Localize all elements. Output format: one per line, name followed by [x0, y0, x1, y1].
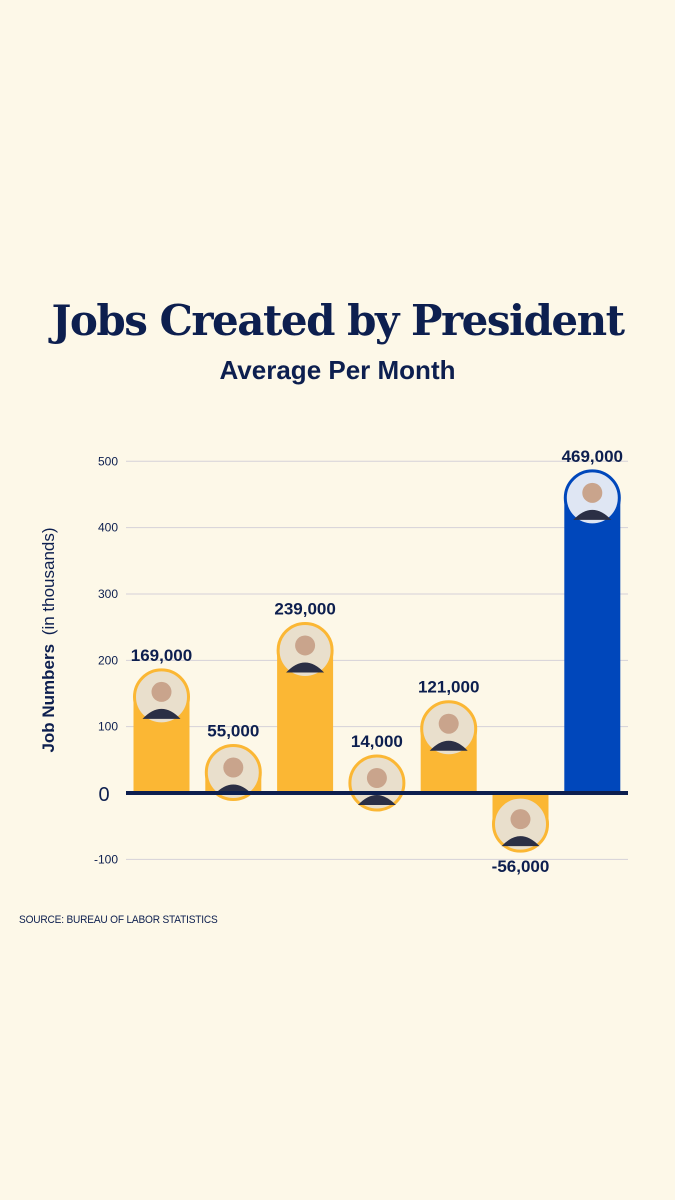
portrait-icon	[348, 754, 406, 812]
bar-group	[492, 793, 549, 853]
y-axis-label-bold: Job Numbers	[39, 644, 58, 753]
axes: -100 0 100 200 300 400 500	[94, 454, 628, 866]
value-labels: 169,000 55,000 239,000 14,000 121,000 -56,000…	[131, 447, 623, 876]
bar-group	[420, 700, 478, 793]
y-axis-label: Job Numbers (in thousands)	[39, 527, 58, 752]
y-tick-label: 400	[98, 521, 118, 535]
bar-group	[276, 621, 334, 793]
y-tick-label: -100	[94, 852, 118, 866]
bar	[564, 493, 621, 793]
gridlines	[126, 460, 628, 860]
chart-subtitle: Average Per Month	[219, 355, 456, 385]
value-label: 14,000	[351, 732, 403, 751]
y-tick-label: 0	[98, 784, 109, 806]
bars	[133, 469, 621, 853]
value-label: 121,000	[418, 678, 479, 697]
value-label: -56,000	[492, 857, 550, 876]
portrait-icon	[133, 668, 190, 726]
portrait-icon	[420, 700, 478, 758]
portrait-icon	[492, 795, 549, 853]
bar-chart: -100 0 100 200 300 400 500 169,000 55,000 239,00…	[39, 447, 628, 876]
portrait-icon	[563, 469, 621, 527]
y-axis-label-unit: (in thousands)	[39, 527, 58, 635]
y-tick-label: 100	[98, 720, 118, 734]
bar-group	[133, 668, 190, 793]
bar-group	[348, 754, 406, 812]
y-tick-label: 300	[98, 587, 118, 601]
value-label: 469,000	[562, 447, 623, 466]
value-label: 239,000	[274, 599, 335, 618]
value-label: 169,000	[131, 646, 192, 665]
y-tick-label: 200	[98, 653, 118, 667]
bar-group	[563, 469, 621, 793]
y-tick-label: 500	[98, 454, 118, 468]
portrait-icon	[276, 621, 334, 679]
source-note: SOURCE: BUREAU OF LABOR STATISTICS	[19, 914, 218, 926]
value-label: 55,000	[207, 722, 259, 741]
chart-title: Jobs Created by President	[51, 296, 625, 345]
